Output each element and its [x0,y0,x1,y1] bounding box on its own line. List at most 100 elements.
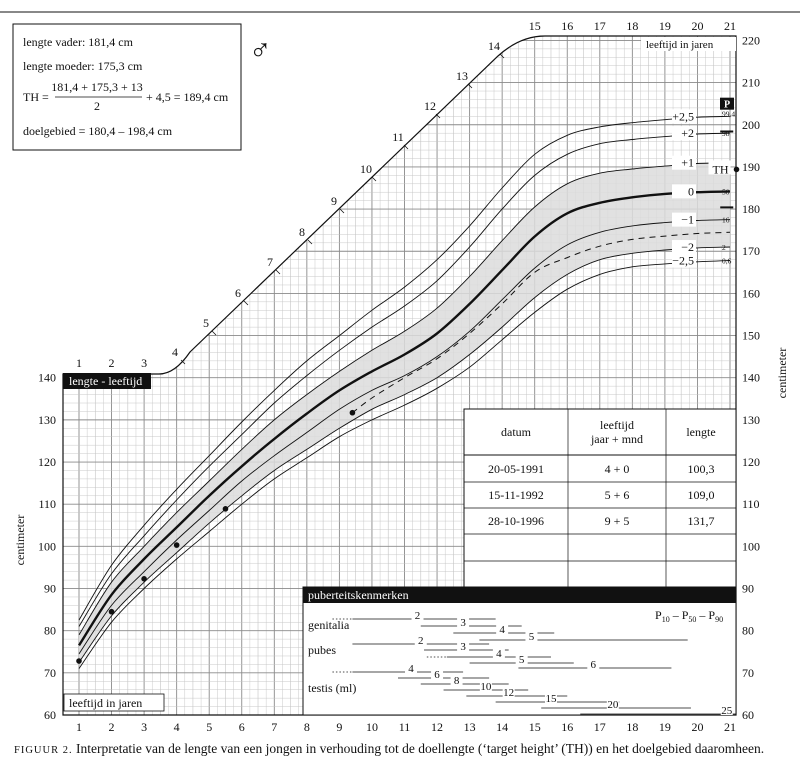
puberty-stage-bg [414,635,427,645]
table-cell: 131,7 [688,514,715,528]
table-cell: 9 + 5 [605,514,630,528]
puberty-stage-bg [405,663,418,673]
th-point [733,166,740,173]
y-tick-label-left: 100 [38,539,56,553]
y-tick-label-right: 160 [742,286,760,300]
diag-age-label: 12 [424,99,436,113]
top-age-label: 17 [594,19,606,33]
sd-label: −2,5 [672,254,694,268]
percentile-label: 0,6 [722,257,732,266]
x-tick-label: 10 [366,720,378,734]
patient-point [141,576,147,582]
info-box: lengte vader: 181,4 cm lengte moeder: 17… [12,23,242,151]
puberty-stage-bg [457,617,470,627]
top-age-label: 15 [529,19,541,33]
svg-text:P10 – P50 – P90: P10 – P50 – P90 [655,608,723,624]
upper-panel-label: lengte - leeftijd [69,374,142,388]
measurement-table: datum leeftijd jaar + mnd lengte 20-05-1… [463,408,737,588]
puberty-bars: 2 3 4 5 2 3 4 5 6 4 6 8 10 12 15 20 25 [332,610,737,717]
puberty-legend: P10 – P50 – P90 [655,608,723,624]
puberty-stage-label: 6 [434,669,440,681]
y-tick-label-left: 110 [38,497,56,511]
figure-caption: FIGUUR 2. Interpretatie van de lengte va… [14,741,789,758]
puberty-stage-label: 12 [503,687,514,699]
puberty-stage-label: 10 [480,681,492,693]
sd-label-bg [672,184,696,199]
puberty-stage-label: 6 [591,659,597,671]
x-tick-label: 5 [206,720,212,734]
puberty-row-testis: testis (ml) [308,681,356,695]
puberty-stage-bg [496,624,509,634]
patient-point [349,409,356,416]
puberty-stage-label: 5 [519,654,525,666]
info-line-mother: lengte moeder: 175,3 cm [23,59,143,73]
x-tick-label: 3 [141,720,147,734]
puberty-stage-label: 20 [607,699,619,711]
x-tick-label: 1 [76,720,82,734]
axes: 1 2 3 4 5 6 7 8 9 10 11 12 13 14 15 16 17 18 19 20 216070809… [38,19,760,734]
y-tick-label-right: 110 [742,497,760,511]
table-cell: 28-10-1996 [488,514,544,528]
patient-points: TH [76,160,740,664]
growth-chart: 1 2 3 4 5 6 7 8 9 10 11 12 13 14 15 16 17 18 19 20 216070809… [0,11,800,734]
sd-label-bg [672,240,696,255]
target-band-area [79,162,730,663]
info-line-target-range: doelgebied = 180,4 – 198,4 cm [23,124,173,138]
puberty-stage-bg [515,654,528,664]
x-tick-label: 19 [659,720,671,734]
info-th-numerator: 181,4 + 175,3 + 13 [51,80,143,94]
puberty-row-genitalia: genitalia [308,618,350,632]
puberty-stage-bg [502,687,515,697]
table-header-date: datum [501,425,532,439]
table-cell: 5 + 6 [605,488,630,502]
y-tick-label-left: 140 [38,371,56,385]
puberty-stage-label: 4 [496,648,502,660]
puberty-stage-bg [720,705,733,715]
info-th-result: + 4,5 = 189,4 cm [146,90,229,104]
diag-age-tick [307,239,313,245]
puberty-stage-bg [544,693,557,703]
table-cell: 100,3 [688,462,715,476]
chart-frame [62,35,737,716]
diag-age-label: 3 [141,356,147,370]
y-tick-label-right: 190 [742,160,760,174]
x-tick-label: 2 [109,720,115,734]
target-band [79,162,730,663]
y-tick-label-right: 90 [742,582,754,596]
x-tick-label: 14 [496,720,508,734]
y-tick-label-right: 210 [742,76,760,90]
x-tick-label: 4 [174,720,180,734]
y-tick-label-right: 220 [742,33,760,47]
y-tick-label-left: 70 [44,666,56,680]
y-tick-label-right: 80 [742,624,754,638]
y-tick-label-left: 130 [38,413,56,427]
percentile-header: P [724,100,730,111]
sd-curve [78,219,731,655]
y-tick-label-right: 180 [742,202,760,216]
diag-age-label: 14 [488,39,500,53]
diag-age-tick [211,330,217,336]
sd-curve [77,190,731,647]
y-tick-label-right: 200 [742,118,760,132]
sd-label-bg [672,253,696,268]
y-tick-label-left: 80 [44,624,56,638]
percentile-label: 50 [722,187,730,196]
x-tick-label: 9 [336,720,342,734]
puberty-stage-bg [587,659,600,669]
th-label-bg [708,160,731,175]
sd-label: −2 [681,240,694,254]
diag-age-label: 6 [235,286,241,300]
x-tick-label: 15 [529,720,541,734]
puberty-panel-title: puberteitskenmerken [308,588,409,602]
caption-figure-label: FIGUUR 2. [14,745,73,756]
right-axis-label: centimeter [775,348,789,399]
diag-age-label: 4 [172,345,178,359]
x-tick-label: 12 [431,720,443,734]
diag-age-label: 8 [299,225,305,239]
percentile-label: 98 [722,129,730,138]
table-cell: 15-11-1992 [488,488,544,502]
y-tick-label-right: 100 [742,539,760,553]
bottom-axis-label: leeftijd in jaren [69,696,142,710]
x-tick-label: 11 [399,720,411,734]
puberty-stage-bg [525,631,538,641]
